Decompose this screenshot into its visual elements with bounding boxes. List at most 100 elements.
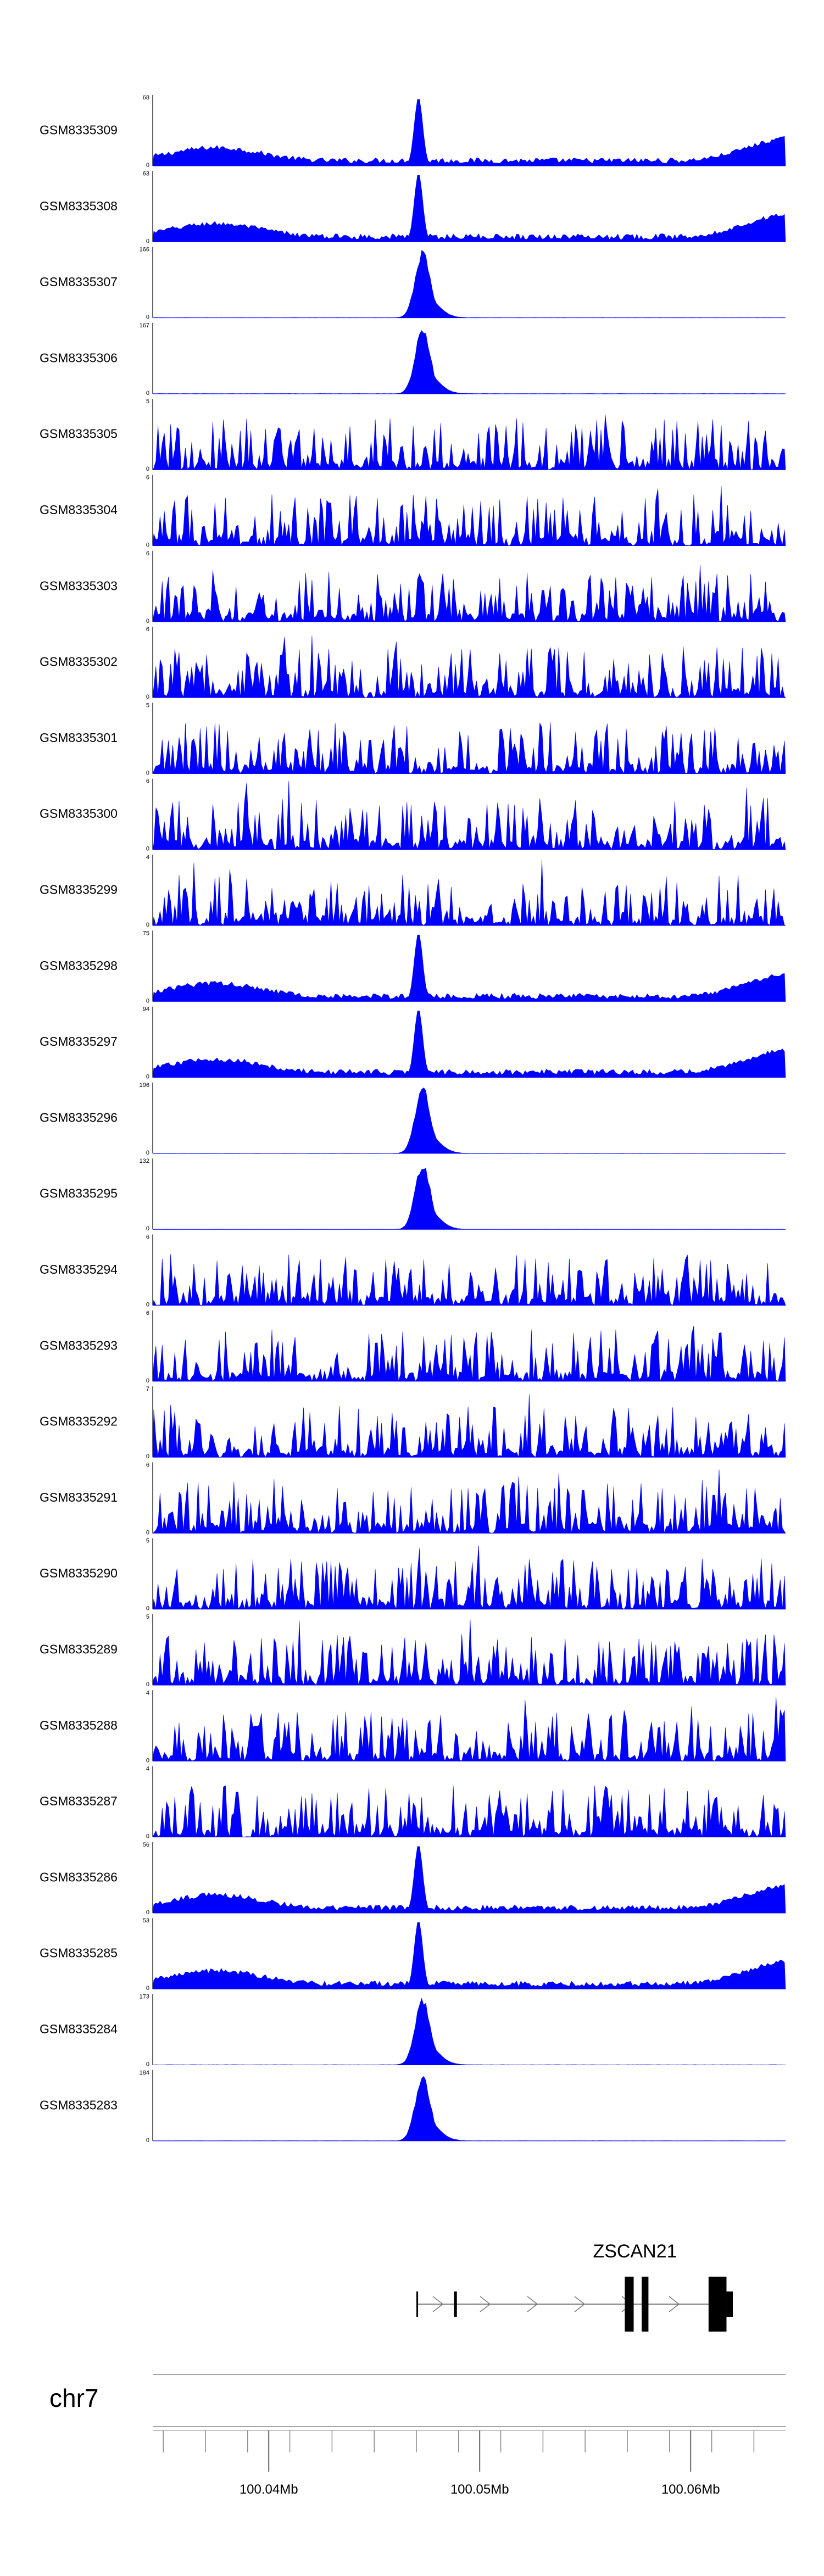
track-GSM8335283: GSM8335283 184 0 [40, 2070, 786, 2144]
track-ymax-label: 5 [146, 702, 149, 709]
strand-arrow [432, 2296, 444, 2312]
signal-tracks: GSM8335309 68 0 GSM8335308 63 0 GSM8335307 166 0… [40, 94, 786, 2144]
track-label: GSM8335296 [40, 1110, 118, 1124]
gene-track: ZSCAN21 [416, 2241, 733, 2332]
track-ymin-label: 0 [146, 1605, 149, 1612]
track-GSM8335287: GSM8335287 4 0 [40, 1766, 786, 1840]
track-GSM8335289: GSM8335289 5 0 [40, 1614, 786, 1688]
track-GSM8335285: GSM8335285 53 0 [40, 1917, 786, 1992]
exon-block [726, 2291, 733, 2317]
exon-block [454, 2291, 457, 2317]
track-ymax-label: 5 [146, 1614, 149, 1620]
track-ymin-label: 0 [146, 314, 149, 321]
track-label: GSM8335285 [40, 1946, 118, 1960]
track-label: GSM8335297 [40, 1034, 118, 1049]
track-ymin-label: 0 [146, 1529, 149, 1536]
strand-arrow [480, 2296, 491, 2312]
track-label: GSM8335292 [40, 1414, 118, 1429]
track-label: GSM8335299 [40, 883, 118, 897]
track-label: GSM8335286 [40, 1870, 118, 1884]
track-ymax-label: 196 [140, 1082, 149, 1089]
track-ymin-label: 0 [146, 542, 149, 549]
track-ymax-label: 5 [146, 398, 149, 405]
coverage-area [152, 860, 786, 926]
track-ymin-label: 0 [146, 466, 149, 472]
coverage-area [152, 635, 786, 698]
track-ymax-label: 7 [146, 1386, 149, 1392]
track-label: GSM8335293 [40, 1338, 118, 1352]
track-ymax-label: 173 [140, 1994, 149, 2000]
track-label: GSM8335295 [40, 1186, 118, 1201]
coverage-area [152, 1697, 786, 1761]
track-label: GSM8335291 [40, 1490, 118, 1504]
track-ymax-label: 132 [140, 1158, 149, 1164]
track-ymax-label: 167 [140, 322, 149, 329]
track-ymin-label: 0 [146, 618, 149, 625]
coverage-area [152, 1254, 786, 1306]
track-ymax-label: 6 [146, 550, 149, 557]
track-GSM8335306: GSM8335306 167 0 [40, 322, 786, 397]
track-ymax-label: 6 [146, 475, 149, 481]
track-ymin-label: 0 [146, 1302, 149, 1308]
track-label: GSM8335305 [40, 427, 118, 441]
track-label: GSM8335309 [40, 123, 118, 137]
track-label: GSM8335288 [40, 1718, 118, 1732]
track-GSM8335301: GSM8335301 5 0 [40, 702, 786, 776]
axis-tick-label: 100.05Mb [450, 2482, 509, 2497]
track-label: GSM8335303 [40, 578, 118, 593]
strand-arrow [574, 2296, 586, 2312]
track-ymin-label: 0 [146, 1074, 149, 1080]
genome-axis: 100.04Mb 100.05Mb 100.06Mb [153, 2430, 786, 2497]
track-label: GSM8335304 [40, 503, 118, 517]
track-GSM8335290: GSM8335290 5 0 [40, 1538, 786, 1612]
track-GSM8335299: GSM8335299 4 0 [40, 854, 786, 928]
chromosome-ideogram-track: chr7 [49, 2374, 786, 2427]
strand-arrow [527, 2296, 538, 2312]
track-label: GSM8335298 [40, 958, 118, 973]
track-GSM8335292: GSM8335292 7 0 [40, 1386, 786, 1460]
track-ymin-label: 0 [146, 997, 149, 1004]
track-ymin-label: 0 [146, 1453, 149, 1460]
track-label: GSM8335289 [40, 1642, 118, 1657]
track-ymin-label: 0 [146, 922, 149, 928]
coverage-area [152, 781, 786, 850]
axis-tick-label: 100.04Mb [240, 2482, 298, 2497]
coverage-area [152, 1325, 786, 1382]
track-ymin-label: 0 [146, 1150, 149, 1156]
coverage-area [152, 99, 786, 166]
track-ymax-label: 4 [146, 854, 149, 861]
coverage-area [152, 250, 786, 318]
track-GSM8335303: GSM8335303 6 0 [40, 550, 786, 625]
track-label: GSM8335294 [40, 1262, 118, 1276]
track-ymax-label: 63 [143, 170, 149, 177]
track-ymin-label: 0 [146, 390, 149, 397]
track-ymin-label: 0 [146, 2061, 149, 2068]
coverage-area [152, 1922, 786, 1989]
axis-tick-label: 100.06Mb [661, 2482, 720, 2497]
coverage-area [152, 175, 786, 242]
coverage-area [152, 1394, 786, 1458]
track-label: GSM8335308 [40, 199, 118, 213]
track-label: GSM8335290 [40, 1566, 118, 1580]
track-label: GSM8335287 [40, 1794, 118, 1808]
coverage-area [152, 1011, 786, 1078]
track-ymin-label: 0 [146, 1985, 149, 1992]
track-ymax-label: 6 [146, 1310, 149, 1317]
exon-block [642, 2277, 649, 2332]
track-ymax-label: 5 [146, 1538, 149, 1545]
track-ymax-label: 53 [143, 1917, 149, 1924]
gene-name-label: ZSCAN21 [593, 2241, 677, 2262]
coverage-area [152, 330, 786, 394]
track-GSM8335307: GSM8335307 166 0 [40, 247, 786, 321]
track-GSM8335291: GSM8335291 6 0 [40, 1462, 786, 1536]
track-GSM8335302: GSM8335302 6 0 [40, 626, 786, 700]
track-label: GSM8335301 [40, 731, 118, 745]
coverage-area [152, 1087, 786, 1154]
track-ymin-label: 0 [146, 1833, 149, 1840]
track-ymax-label: 6 [146, 1462, 149, 1468]
track-ymax-label: 68 [143, 94, 149, 101]
track-GSM8335297: GSM8335297 94 0 [40, 1006, 786, 1080]
exon-block [416, 2291, 419, 2317]
track-ymax-label: 94 [143, 1006, 149, 1013]
